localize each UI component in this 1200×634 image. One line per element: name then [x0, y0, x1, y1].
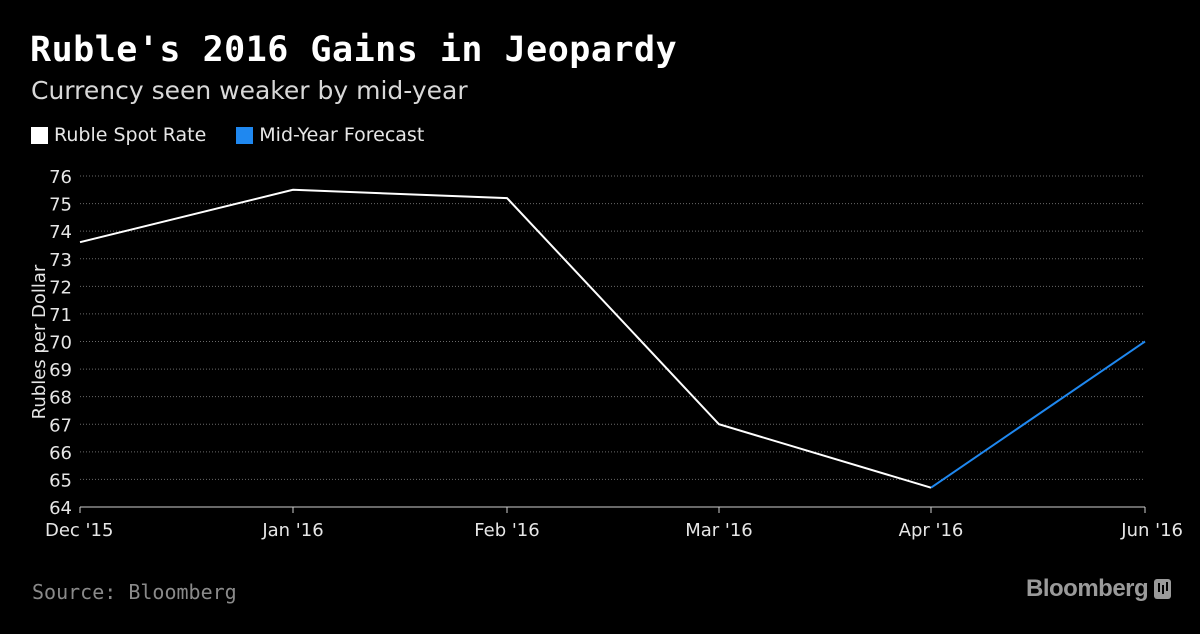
- chart-subtitle: Currency seen weaker by mid-year: [31, 76, 468, 105]
- y-tick-label: 64: [49, 498, 72, 519]
- y-tick-label: 72: [49, 277, 72, 298]
- legend: Ruble Spot Rate Mid-Year Forecast: [31, 124, 424, 146]
- legend-label-forecast: Mid-Year Forecast: [259, 124, 425, 146]
- legend-swatch-spot: [31, 126, 48, 144]
- spot-rate-line: [79, 188, 932, 489]
- y-tick-label: 75: [49, 195, 72, 216]
- legend-swatch-forecast: [236, 126, 254, 144]
- x-tick-label: Feb '16: [474, 520, 539, 541]
- x-tick-label: Jun '16: [1120, 520, 1183, 541]
- brand-logo: Bloomberg: [1026, 575, 1172, 603]
- brand-name: Bloomberg: [1026, 575, 1149, 602]
- legend-item-forecast: Mid-Year Forecast: [236, 124, 424, 146]
- y-tick-label: 70: [49, 333, 72, 354]
- y-tick-label: 65: [49, 470, 72, 491]
- y-tick-label: 68: [49, 388, 72, 409]
- y-tick-label: 76: [49, 167, 72, 188]
- y-axis-label: Rubles per Dollar: [29, 264, 50, 419]
- x-tick-label: Mar '16: [685, 520, 753, 541]
- bloomberg-chart-icon: [1154, 579, 1172, 599]
- source-note: Source: Bloomberg: [32, 580, 237, 604]
- y-tick-label: 66: [49, 443, 72, 464]
- x-tick-label: Apr '16: [899, 520, 964, 541]
- y-tick-label: 73: [49, 250, 72, 271]
- y-tick-label: 74: [49, 222, 72, 243]
- forecast-line: [930, 340, 1146, 489]
- legend-item-spot: Ruble Spot Rate: [31, 124, 206, 146]
- legend-label-spot: Ruble Spot Rate: [54, 124, 207, 146]
- y-tick-label: 69: [49, 360, 72, 381]
- y-tick-label: 71: [49, 305, 72, 326]
- chart-title: Ruble's 2016 Gains in Jeopardy: [30, 30, 678, 70]
- y-tick-label: 67: [49, 415, 72, 436]
- x-tick-label: Dec '15: [45, 520, 113, 541]
- x-tick-label: Jan '16: [261, 520, 323, 541]
